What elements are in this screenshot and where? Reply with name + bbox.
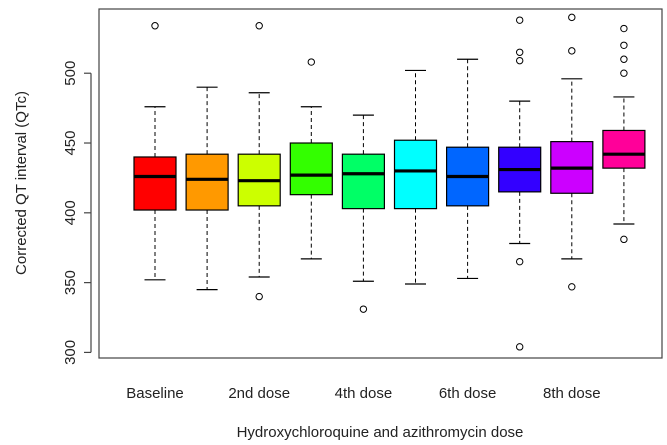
y-tick-label: 300 — [62, 340, 79, 365]
outlier-point — [568, 13, 576, 22]
outlier-point — [359, 305, 368, 313]
outlier-point — [255, 292, 263, 301]
box-iqr — [133, 156, 177, 211]
outlier-point — [568, 47, 576, 55]
plot-area — [98, 8, 663, 359]
outlier-point — [516, 257, 524, 266]
x-tick-label: 6th dose — [439, 385, 497, 402]
outlier-point — [307, 58, 315, 66]
outlier-point — [620, 69, 628, 77]
y-tick-label: 400 — [62, 200, 79, 225]
box-iqr — [602, 129, 646, 169]
outlier-point — [516, 343, 524, 351]
box-group — [550, 13, 594, 291]
x-tick-label: Baseline — [126, 385, 184, 402]
outlier-point — [516, 16, 524, 24]
plot-frame — [98, 8, 663, 359]
outlier-point — [620, 41, 628, 49]
box-group — [498, 16, 542, 351]
box-group — [393, 69, 438, 285]
box-iqr — [185, 153, 229, 211]
outlier-point — [516, 48, 524, 56]
outlier-point — [516, 56, 524, 65]
y-tick-label: 500 — [62, 61, 79, 86]
box-group — [289, 58, 333, 260]
box-iqr — [341, 153, 385, 210]
x-axis-title: Hydroxychloroquine and azithromycin dose — [237, 424, 524, 441]
y-axis-title: Corrected QT interval (QTc) — [13, 91, 30, 275]
outlier-point — [568, 283, 576, 291]
boxes-group — [133, 13, 646, 351]
x-tick-label: 4th dose — [335, 385, 393, 402]
y-tick-label: 450 — [62, 131, 79, 156]
box-group — [602, 24, 646, 244]
y-tick-label: 350 — [62, 270, 79, 295]
outlier-point — [620, 24, 628, 33]
y-axis: 300 350 400 450 500 — [62, 61, 92, 365]
outlier-point — [620, 235, 628, 244]
box-iqr — [289, 142, 333, 196]
box-iqr — [393, 139, 438, 210]
x-axis: Baseline 2nd dose 4th dose 6th dose 8th dose — [126, 385, 600, 402]
x-tick-label: 8th dose — [543, 385, 601, 402]
outlier-point — [151, 22, 159, 30]
box-group — [341, 114, 385, 313]
box-group — [185, 86, 229, 291]
outlier-point — [255, 22, 263, 30]
box-group — [133, 22, 177, 281]
box-group — [446, 58, 490, 280]
x-tick-label: 2nd dose — [228, 385, 290, 402]
outlier-point — [620, 55, 628, 63]
box-group — [237, 22, 281, 301]
